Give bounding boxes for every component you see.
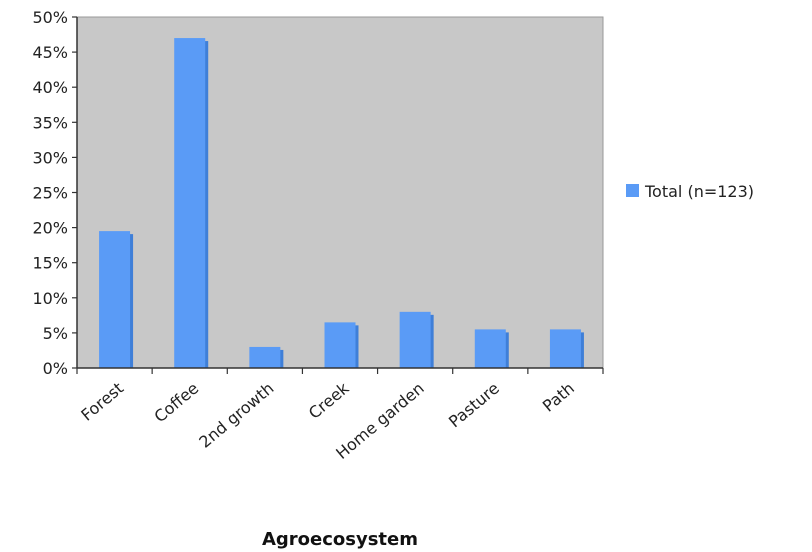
y-tick-label: 40% <box>32 78 68 97</box>
legend-swatch <box>626 184 639 197</box>
legend-label: Total (n=123) <box>644 182 754 201</box>
bar-pasture <box>474 329 506 368</box>
bar-2nd-growth <box>249 346 281 368</box>
bars-group <box>99 38 584 369</box>
y-tick-label: 35% <box>32 113 68 132</box>
x-category-label: 2nd growth <box>195 379 277 452</box>
x-category-label: Pasture <box>445 379 503 432</box>
x-category-label: Path <box>539 379 578 416</box>
bar-forest <box>99 231 131 368</box>
y-tick-label: 30% <box>32 148 68 167</box>
y-tick-label: 0% <box>43 359 68 378</box>
y-tick-label: 45% <box>32 43 68 62</box>
bar-home-garden <box>399 311 431 368</box>
y-tick-label: 10% <box>32 289 68 308</box>
x-category-label: Forest <box>77 379 127 425</box>
bar-path <box>549 329 581 368</box>
y-tick-label: 50% <box>32 8 68 27</box>
bar-coffee <box>174 38 206 369</box>
y-tick-label: 5% <box>43 324 68 343</box>
y-tick-label: 20% <box>32 219 68 238</box>
x-axis-title: Agroecosystem <box>262 529 418 550</box>
x-category-label: Creek <box>305 378 353 423</box>
y-tick-label: 15% <box>32 254 68 273</box>
y-tick-label: 25% <box>32 184 68 203</box>
x-category-label: Coffee <box>150 379 202 427</box>
y-axis: 0% 5% 10% 15% 20% 25% 30% 35% 40% 45% 50% <box>32 8 78 378</box>
bar-creek <box>324 322 356 368</box>
plot-area <box>76 16 604 369</box>
legend: Total (n=123) <box>626 182 754 201</box>
